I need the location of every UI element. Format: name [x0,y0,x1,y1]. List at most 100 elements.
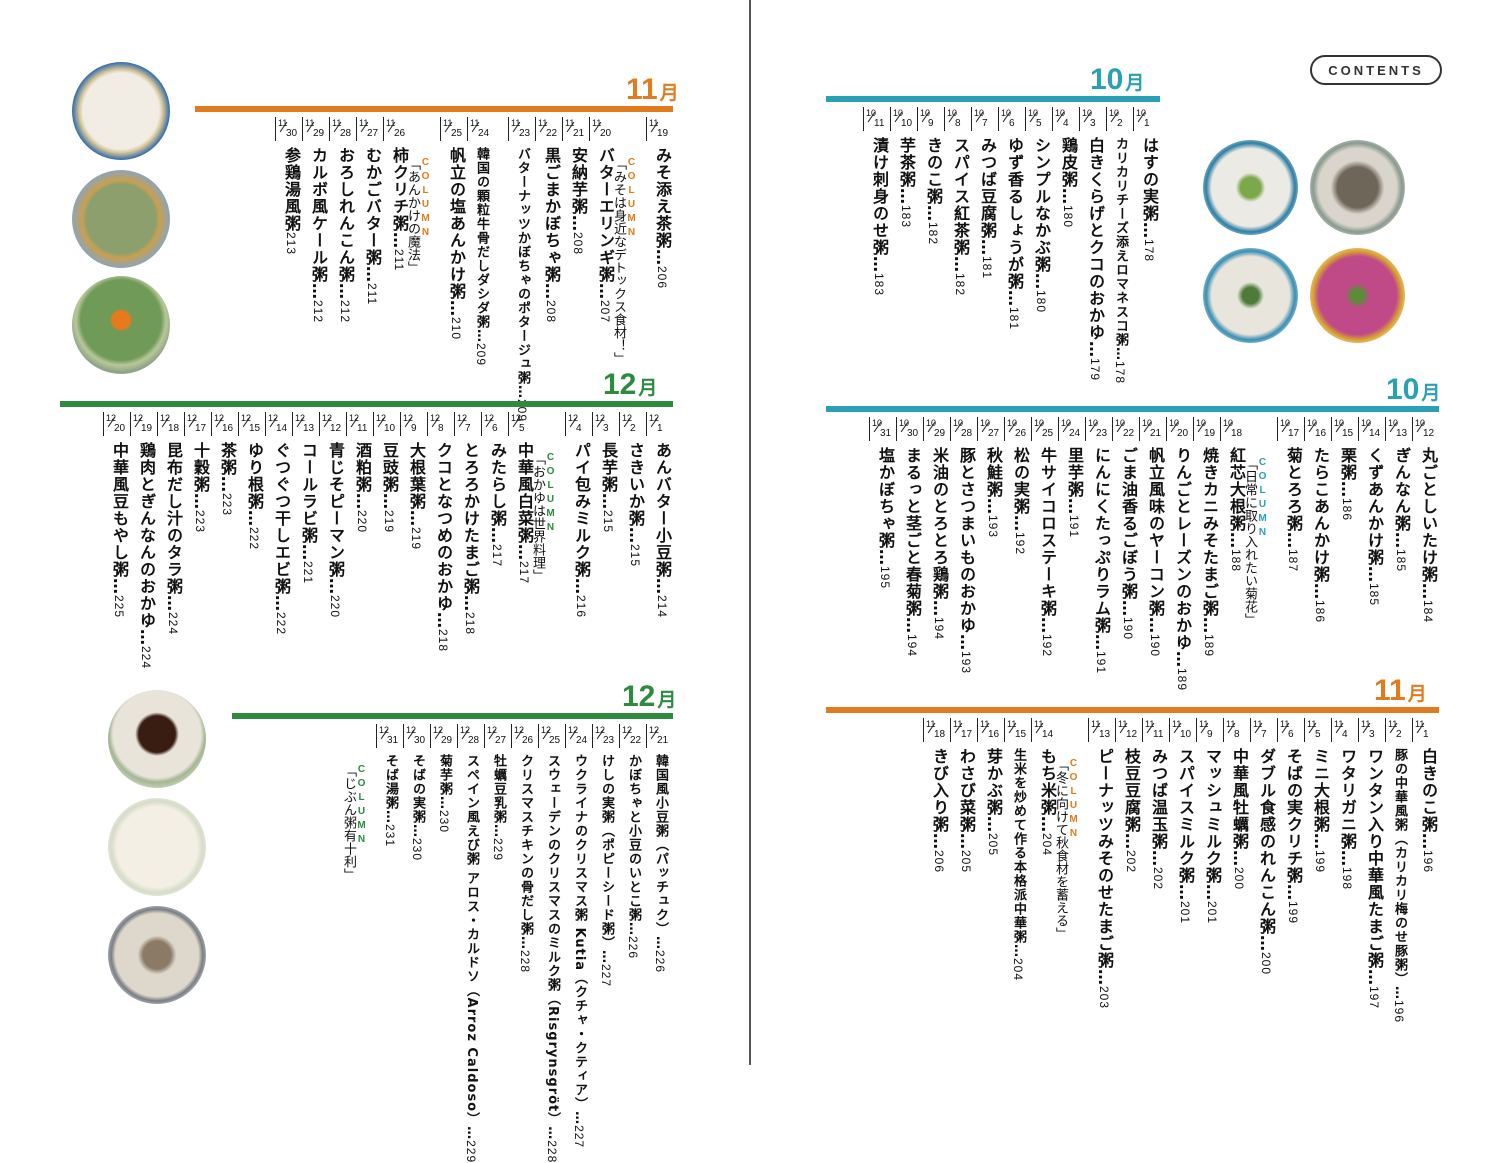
entry-date: 12 17 [184,412,211,436]
entry-title: 米油のとろとろ鶏粥…194 [928,447,950,640]
month-rule [826,96,1160,102]
entry-title-text: そばの実クリチ粥… [1284,748,1303,901]
month-rule [60,401,673,407]
month-heading: 11 月 [626,75,679,105]
date-month: 10 [926,418,937,428]
entry-title: カリカリチーズ添えロマネスコ粥…178 [1111,137,1129,384]
entry-title-text: わさび菜粥… [957,748,976,850]
entry-title: 白きくらげとクコのおかゆ…179 [1084,137,1106,381]
entry-title: 昆布だし汁のタラ粥…224 [162,442,184,635]
entry-title: 鶏肉とぎんなんのおかゆ…224 [135,442,157,669]
entry-date: 10 14 [1358,417,1385,441]
entry-page: 185 [1394,549,1408,573]
date-day: 19 [657,128,669,139]
entry-page: 208 [571,232,585,256]
entry-title: そばの実クリチ粥…199 [1282,748,1304,924]
date-day: 9 [928,118,934,129]
entry-title-text: ゆず香るしょうが粥… [1005,137,1024,307]
entry-page: 192 [1040,634,1054,658]
entry-title-text: 里芋粥… [1065,447,1084,515]
date-day: 15 [1342,428,1354,439]
entry-date: 11 25 [440,117,467,141]
date-month: 10 [1055,108,1066,118]
entry-date: 12 4 [565,412,592,436]
date-day: 13 [303,423,315,434]
date-month: 11 [1307,719,1317,729]
entry-page: 205 [986,833,1000,857]
entry-title: 安納芋粥…208 [567,147,589,255]
column-title: 「冬に向けて秋食材を蓄える」 [1053,758,1068,940]
entry-title-text: ぐつぐつ干しエビ粥… [272,442,291,612]
entry-title-text: りんごとレーズンのおかゆ… [1173,447,1192,668]
date-month: 12 [406,725,417,735]
entry-date: 10 16 [1304,417,1331,441]
entry-title-text: きび入り粥… [930,748,949,850]
date-month: 11 [649,118,659,128]
entry-title: 焼きカニみそたまご粥…189 [1198,447,1220,657]
column-label: COLUMN [545,452,556,536]
entry-title: ダブル食感のれんこん粥…200 [1255,748,1277,975]
congee-photo [1310,140,1405,235]
date-day: 10 [1180,729,1192,740]
congee-photo [108,906,206,1004]
entry-title-text: 参鶏湯風粥 [282,147,301,232]
entry-title: 栗粥…186 [1336,447,1358,521]
date-month: 11 [1091,719,1101,729]
entry-page: 196 [1392,1000,1406,1024]
date-month: 12 [376,413,387,423]
month-number: 12 [603,368,637,401]
entry-title-text: あんバター小豆粥… [653,442,672,595]
entry-title-text: 帆立風味のヤーコン粥… [1146,447,1165,634]
entry-page: 227 [572,1125,586,1149]
entry-title-text: 十穀粥… [191,442,210,510]
entry-title: 豚の中華風粥（カリカリ梅のせ豚粥）…196 [1390,748,1408,1023]
entry-title: 秋鮭粥…193 [982,447,1004,538]
date-day: 30 [414,735,426,746]
entry-title: みたらし粥…217 [486,442,508,567]
date-day: 1 [657,423,663,434]
date-day: 16 [1315,428,1327,439]
date-month: 10 [872,418,883,428]
entry-title-text: みたらし粥… [488,442,507,544]
congee-photo [108,798,206,896]
date-day: 23 [519,128,531,139]
date-month: 10 [1223,418,1234,428]
month-rule [826,406,1439,412]
month-number: 10 [1386,373,1420,406]
date-day: 7 [465,423,471,434]
entry-date: 11 16 [977,718,1004,742]
entry-date: 11 2 [1385,718,1412,742]
entry-page: 212 [311,300,325,324]
entry-title-text: 青じそピーマン粥… [326,442,345,595]
entry-page: 194 [905,634,919,658]
date-day: 1 [1423,729,1429,740]
entry-date: 11 3 [1358,718,1385,742]
date-month: 11 [1118,719,1128,729]
entry-date: 11 15 [1004,718,1031,742]
month-heading: 10 月 [1386,375,1440,405]
date-day: 2 [630,423,636,434]
entry-title: 芽かぶ粥…205 [982,748,1004,856]
entry-date: 11 1 [1412,718,1439,742]
date-day: 12 [1126,729,1138,740]
date-day: 28 [468,735,480,746]
month-unit: 月 [1421,383,1441,404]
date-month: 10 [947,108,958,118]
entry-title-text: 中華風豆もやし粥… [110,442,129,595]
entry-title: 長芋粥…215 [597,442,619,533]
entry-date: 10 13 [1385,417,1412,441]
entry-page: 189 [1202,634,1216,658]
date-day: 20 [114,423,126,434]
date-day: 16 [222,423,234,434]
date-day: 29 [441,735,453,746]
month-number: 11 [1374,674,1406,707]
date-day: 12 [1423,428,1435,439]
entry-page: 227 [599,964,613,988]
entry-title-text: 白きくらげとクコのおかゆ… [1086,137,1105,358]
entry-title: 枝豆豆腐粥…202 [1120,748,1142,873]
entry-page: 183 [872,273,886,297]
entry-page: 185 [1367,583,1381,607]
month-unit: 月 [657,690,677,711]
entry-title-text: 紅芯大根粥… [1227,447,1246,549]
date-day: 24 [478,128,490,139]
